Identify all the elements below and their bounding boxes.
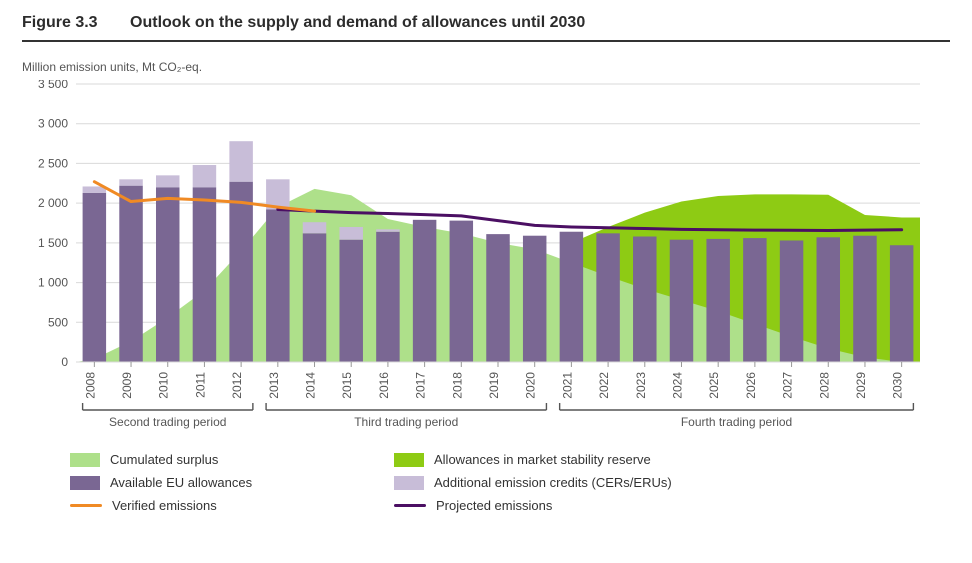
svg-text:Third trading period: Third trading period bbox=[354, 415, 458, 429]
svg-text:2016: 2016 bbox=[377, 372, 391, 399]
svg-text:1 000: 1 000 bbox=[38, 276, 68, 290]
emissions-chart: 0 500 1 000 1 500 2 000 2 500 3 000 3 500 2008 20… bbox=[30, 80, 930, 420]
svg-text:2015: 2015 bbox=[340, 372, 354, 399]
legend-swatch-verified bbox=[70, 500, 102, 512]
legend-swatch-msr bbox=[394, 453, 424, 467]
legend-label: Available EU allowances bbox=[110, 475, 252, 490]
legend-swatch-projected bbox=[394, 500, 426, 512]
title-rule bbox=[22, 40, 950, 42]
svg-text:1 500: 1 500 bbox=[38, 236, 68, 250]
legend-label: Projected emissions bbox=[436, 498, 552, 513]
svg-text:2029: 2029 bbox=[854, 372, 868, 399]
legend-swatch-credits bbox=[394, 476, 424, 490]
svg-text:Fourth trading period: Fourth trading period bbox=[681, 415, 792, 429]
figure-title-text: Outlook on the supply and demand of allo… bbox=[130, 14, 585, 31]
legend-label: Cumulated surplus bbox=[110, 452, 218, 467]
legend-label: Additional emission credits (CERs/ERUs) bbox=[434, 475, 672, 490]
svg-text:500: 500 bbox=[48, 315, 68, 329]
svg-text:2019: 2019 bbox=[487, 372, 501, 399]
svg-text:2011: 2011 bbox=[193, 372, 207, 398]
svg-text:0: 0 bbox=[61, 355, 68, 369]
svg-text:2014: 2014 bbox=[304, 372, 318, 399]
legend-label: Verified emissions bbox=[112, 498, 217, 513]
figure-title: Figure 3.3 Outlook on the supply and dem… bbox=[22, 14, 950, 32]
legend-swatch-surplus bbox=[70, 453, 100, 467]
svg-text:2020: 2020 bbox=[524, 372, 538, 399]
svg-text:2023: 2023 bbox=[634, 372, 648, 399]
svg-text:3 500: 3 500 bbox=[38, 80, 68, 91]
figure-number: Figure 3.3 bbox=[22, 14, 98, 31]
chart-svg: 0 500 1 000 1 500 2 000 2 500 3 000 3 500 2008 20… bbox=[30, 80, 930, 440]
legend-item-allowances: Available EU allowances bbox=[70, 475, 370, 490]
svg-text:2022: 2022 bbox=[597, 372, 611, 399]
svg-text:2028: 2028 bbox=[817, 372, 831, 399]
svg-text:2024: 2024 bbox=[670, 372, 684, 399]
legend-item-msr: Allowances in market stability reserve bbox=[394, 452, 754, 467]
svg-text:2013: 2013 bbox=[267, 372, 281, 399]
svg-text:2025: 2025 bbox=[707, 372, 721, 399]
legend-swatch-allowances bbox=[70, 476, 100, 490]
svg-text:2027: 2027 bbox=[781, 372, 795, 399]
svg-text:Second trading period: Second trading period bbox=[109, 415, 226, 429]
svg-text:2021: 2021 bbox=[560, 372, 574, 399]
svg-text:2012: 2012 bbox=[230, 372, 244, 399]
legend-item-projected: Projected emissions bbox=[394, 498, 754, 513]
legend-item-credits: Additional emission credits (CERs/ERUs) bbox=[394, 475, 754, 490]
svg-text:3 000: 3 000 bbox=[38, 117, 68, 131]
legend-item-surplus: Cumulated surplus bbox=[70, 452, 370, 467]
svg-text:2010: 2010 bbox=[157, 372, 171, 399]
svg-text:2030: 2030 bbox=[891, 372, 905, 399]
svg-text:2008: 2008 bbox=[83, 372, 97, 399]
svg-text:2017: 2017 bbox=[414, 372, 428, 399]
chart-legend: Cumulated surplus Allowances in market s… bbox=[70, 452, 950, 513]
y-axis-label: Million emission units, Mt CO₂-eq. bbox=[22, 60, 950, 74]
legend-item-verified: Verified emissions bbox=[70, 498, 370, 513]
svg-text:2 500: 2 500 bbox=[38, 156, 68, 170]
svg-text:2009: 2009 bbox=[120, 372, 134, 399]
svg-text:2 000: 2 000 bbox=[38, 196, 68, 210]
svg-text:2026: 2026 bbox=[744, 372, 758, 399]
svg-text:2018: 2018 bbox=[450, 372, 464, 399]
legend-label: Allowances in market stability reserve bbox=[434, 452, 651, 467]
